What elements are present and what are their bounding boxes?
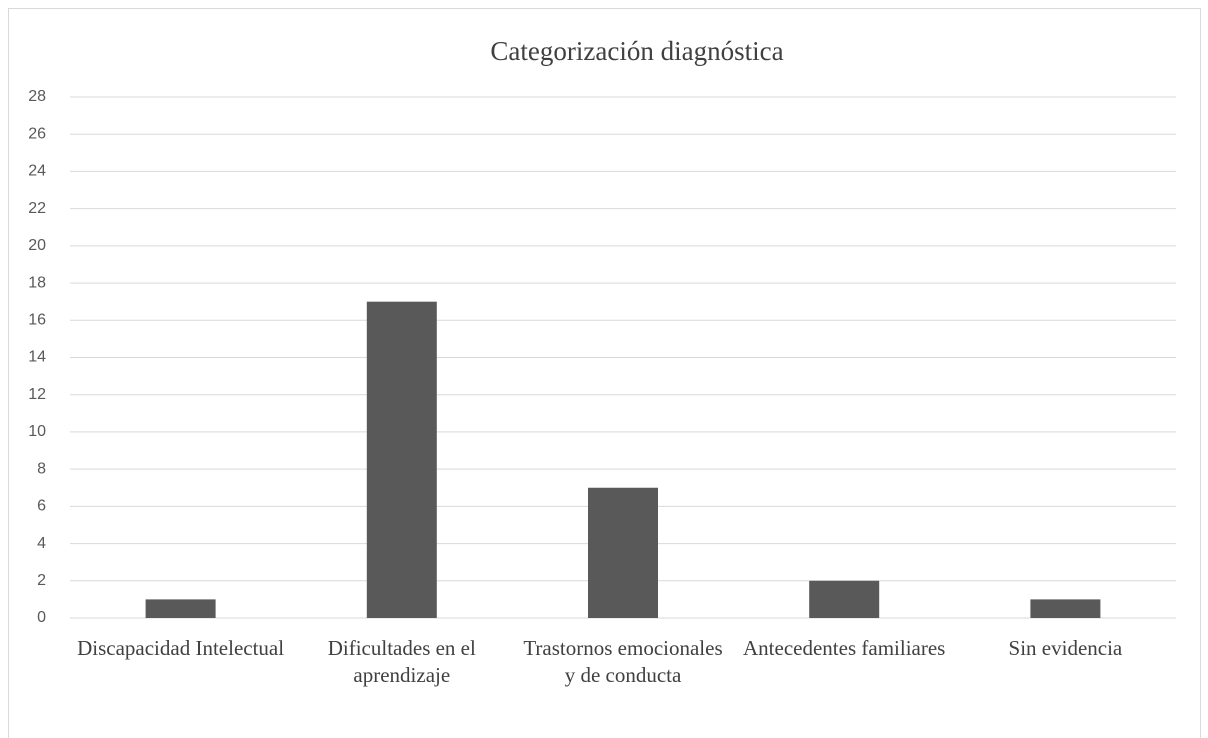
y-tick-label: 6 [37, 498, 46, 515]
y-tick-label: 26 [28, 125, 46, 142]
y-tick-label: 4 [37, 535, 46, 552]
y-tick-label: 0 [37, 609, 46, 626]
bar [145, 599, 216, 618]
y-tick-label: 12 [28, 386, 46, 403]
x-tick-label: Antecedentes familiares [743, 636, 946, 660]
y-tick-label: 28 [28, 88, 46, 105]
y-tick-label: 20 [28, 237, 46, 254]
chart-title: Categorización diagnóstica [490, 36, 783, 66]
bar [366, 301, 437, 618]
y-tick-label: 22 [28, 200, 46, 217]
x-tick-label: Trastornos emocionales y de conducta [523, 636, 723, 687]
y-tick-label: 14 [28, 349, 46, 366]
x-tick-label: Discapacidad Intelectual [77, 636, 285, 660]
chart-border [8, 8, 1201, 738]
y-tick-label: 16 [28, 312, 46, 329]
bar [588, 487, 658, 618]
bar [809, 580, 880, 618]
x-tick-label: Sin evidencia [1008, 636, 1123, 660]
y-tick-label: 24 [28, 163, 46, 180]
y-tick-label: 2 [37, 572, 46, 589]
y-tick-label: 10 [28, 423, 46, 440]
y-tick-label: 18 [28, 274, 46, 291]
bar [1030, 599, 1101, 618]
y-tick-label: 8 [37, 460, 46, 477]
x-tick-label: Dificultades en el aprendizaje [327, 636, 476, 687]
